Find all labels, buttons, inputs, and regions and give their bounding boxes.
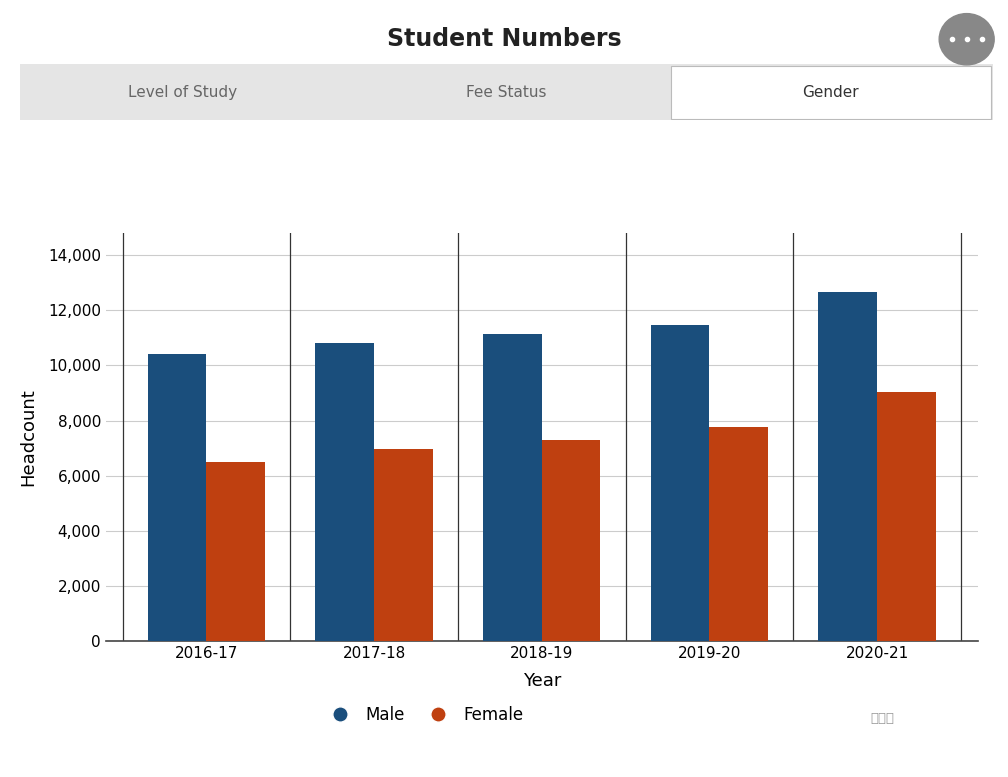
Bar bbox=[483, 333, 542, 641]
Y-axis label: Headcount: Headcount bbox=[19, 388, 37, 486]
Bar bbox=[670, 65, 991, 120]
Bar bbox=[374, 449, 432, 641]
Bar bbox=[542, 440, 601, 641]
Circle shape bbox=[939, 13, 994, 64]
Bar bbox=[877, 392, 935, 641]
Bar bbox=[710, 427, 768, 641]
Text: Level of Study: Level of Study bbox=[128, 85, 237, 100]
Bar bbox=[148, 354, 207, 641]
Text: Gender: Gender bbox=[802, 85, 859, 100]
Bar bbox=[818, 292, 877, 641]
Bar bbox=[651, 326, 710, 641]
Text: Student Numbers: Student Numbers bbox=[387, 27, 621, 51]
Text: Fee Status: Fee Status bbox=[467, 85, 546, 100]
Text: 戴森云: 戴森云 bbox=[870, 713, 894, 725]
Legend: Male, Female: Male, Female bbox=[317, 699, 530, 731]
X-axis label: Year: Year bbox=[522, 672, 561, 690]
Bar bbox=[207, 462, 265, 641]
Bar bbox=[316, 343, 374, 641]
